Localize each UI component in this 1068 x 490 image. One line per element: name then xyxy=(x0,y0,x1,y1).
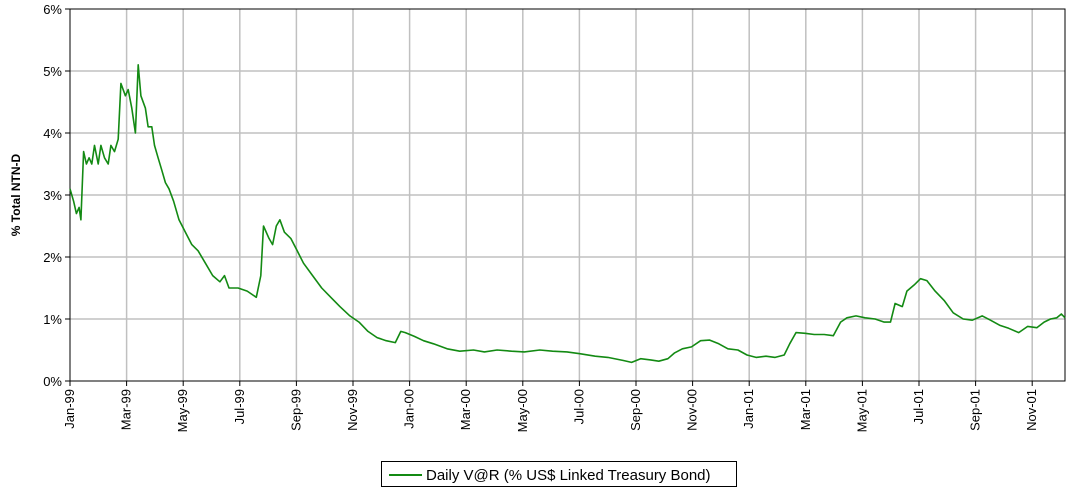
x-tick-label: Nov-99 xyxy=(345,389,360,431)
y-tick-label: 6% xyxy=(43,2,62,17)
x-tick-label: Jul-00 xyxy=(571,389,586,424)
y-axis: 0% 1% 2% 3% 4% 5% 6% xyxy=(43,2,70,389)
series-line-daily-var xyxy=(69,64,1066,364)
x-tick-label: Sep-99 xyxy=(288,389,303,431)
y-tick-label: 3% xyxy=(43,188,62,203)
y-tick-label: 2% xyxy=(43,250,62,265)
y-tick-label: 5% xyxy=(43,64,62,79)
legend-label: Daily V@R (% US$ Linked Treasury Bond) xyxy=(426,467,711,484)
x-tick-label: Mar-99 xyxy=(119,389,134,430)
grid-lines xyxy=(70,9,1065,381)
x-tick-label: Sep-00 xyxy=(628,389,643,431)
x-tick-label: Jul-99 xyxy=(232,389,247,424)
x-tick-label: Nov-00 xyxy=(685,389,700,431)
x-tick-label: Sep-01 xyxy=(968,389,983,431)
x-tick-label: Jan-01 xyxy=(741,389,756,429)
legend-swatch xyxy=(389,474,422,476)
y-tick-label: 1% xyxy=(43,312,62,327)
x-tick-label: Nov-01 xyxy=(1024,389,1039,431)
y-tick-label: 4% xyxy=(43,126,62,141)
x-tick-label: May-00 xyxy=(515,389,530,432)
x-tick-label: Jan-00 xyxy=(402,389,417,429)
x-tick-label: Mar-00 xyxy=(458,389,473,430)
x-tick-label: Jan-99 xyxy=(62,389,77,429)
x-axis: Jan-99 Mar-99 May-99 Jul-99 Sep-99 Nov-99 Jan-… xyxy=(62,381,1039,432)
x-tick-label: May-01 xyxy=(854,389,869,432)
x-tick-label: Jul-01 xyxy=(911,389,926,424)
y-axis-label: % Total NTN-D xyxy=(9,153,23,236)
legend: Daily V@R (% US$ Linked Treasury Bond) xyxy=(381,461,737,487)
x-tick-label: Mar-01 xyxy=(798,389,813,430)
x-tick-label: May-99 xyxy=(175,389,190,432)
y-tick-label: 0% xyxy=(43,374,62,389)
